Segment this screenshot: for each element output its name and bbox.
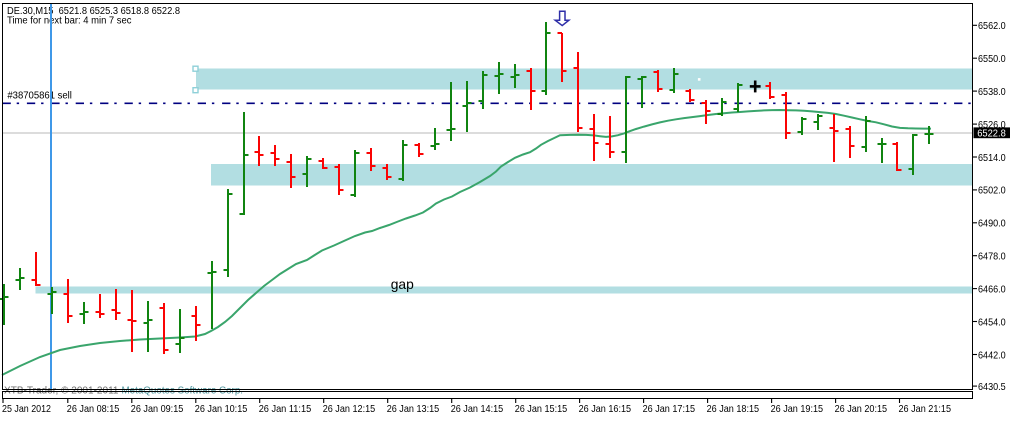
svg-text:6430.5: 6430.5 (978, 382, 1006, 393)
svg-text:6562.0: 6562.0 (978, 21, 1006, 32)
svg-text:6538.0: 6538.0 (978, 87, 1006, 98)
svg-text:26 Jan 19:15: 26 Jan 19:15 (771, 404, 824, 415)
svg-text:26 Jan 17:15: 26 Jan 17:15 (643, 404, 696, 415)
svg-text:26 Jan 15:15: 26 Jan 15:15 (515, 404, 568, 415)
svg-text:6502.0: 6502.0 (978, 186, 1006, 197)
svg-text:26 Jan 12:15: 26 Jan 12:15 (323, 404, 376, 415)
svg-text:6490.0: 6490.0 (978, 219, 1006, 230)
svg-text:26 Jan 11:15: 26 Jan 11:15 (259, 404, 312, 415)
svg-text:6478.0: 6478.0 (978, 252, 1006, 263)
svg-text:26 Jan 21:15: 26 Jan 21:15 (899, 404, 952, 415)
svg-text:6454.0: 6454.0 (978, 317, 1006, 328)
svg-text:26 Jan 10:15: 26 Jan 10:15 (195, 404, 248, 415)
svg-text:26 Jan 20:15: 26 Jan 20:15 (835, 404, 888, 415)
svg-text:26 Jan 13:15: 26 Jan 13:15 (387, 404, 440, 415)
svg-text:6514.0: 6514.0 (978, 153, 1006, 164)
svg-text:6522.8: 6522.8 (977, 128, 1006, 139)
svg-text:6550.0: 6550.0 (978, 54, 1006, 65)
svg-text:26 Jan 16:15: 26 Jan 16:15 (579, 404, 632, 415)
svg-text:6466.0: 6466.0 (978, 284, 1006, 295)
svg-text:Time for next bar: 4 min 7 sec: Time for next bar: 4 min 7 sec (7, 16, 132, 27)
svg-text:26 Jan 08:15: 26 Jan 08:15 (67, 404, 120, 415)
svg-text:25 Jan 2012: 25 Jan 2012 (2, 404, 51, 415)
svg-text:gap: gap (391, 276, 414, 292)
svg-text:26 Jan 18:15: 26 Jan 18:15 (707, 404, 760, 415)
svg-text:26 Jan 09:15: 26 Jan 09:15 (131, 404, 184, 415)
svg-text:6442.0: 6442.0 (978, 350, 1006, 361)
svg-text:#38705861 sell: #38705861 sell (7, 91, 72, 102)
svg-text:26 Jan 14:15: 26 Jan 14:15 (451, 404, 504, 415)
